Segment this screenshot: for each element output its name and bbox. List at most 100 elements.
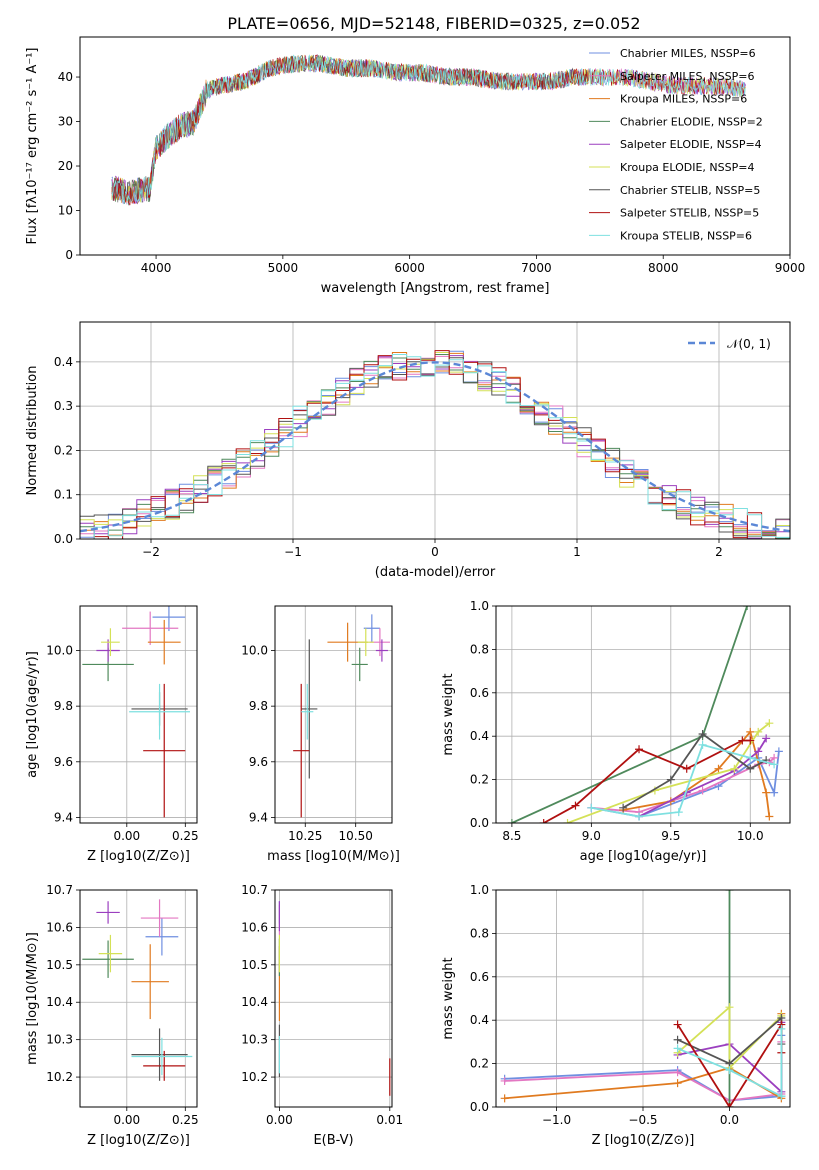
spectrum-ytick-label: 20 xyxy=(58,159,73,173)
histogram-series xyxy=(80,354,790,539)
weight-vs-Z-ylabel: mass weight xyxy=(441,957,456,1039)
age-vs-mass-ytick-label: 10.0 xyxy=(241,644,268,658)
weight-vs-Z-xlabel: Z [log10(Z/Z⊙)] xyxy=(592,1133,695,1148)
spectrum-xlabel: wavelength [Angstrom, rest frame] xyxy=(321,281,550,296)
weight-line xyxy=(677,1005,783,1071)
weight-point xyxy=(714,764,723,773)
weight-vs-age-frame xyxy=(495,605,791,824)
age-vs-mass-ytick-label: 9.4 xyxy=(249,810,268,824)
weight-point xyxy=(673,1068,682,1077)
weight-vs-age-ytick-label: 0.2 xyxy=(470,773,489,787)
weight-line xyxy=(511,606,748,823)
spectrum-xtick-label: 9000 xyxy=(775,261,806,275)
weight-vs-Z-ytick-label: 0.8 xyxy=(470,926,489,940)
legend-label: Chabrier MILES, NSSP=6 xyxy=(620,47,756,60)
age-vs-Z-frame xyxy=(79,605,198,824)
legend-label: 𝒩(0, 1) xyxy=(727,337,771,351)
legend-label: Salpeter STELIB, NSSP=5 xyxy=(620,207,759,220)
age-vs-Z-ytick-label: 9.4 xyxy=(54,810,73,824)
age-vs-mass-xtick-label: 10.25 xyxy=(288,829,322,843)
weight-point xyxy=(746,727,755,736)
mass-vs-ebv-marks xyxy=(278,901,391,1096)
age-vs-Z-xlabel: Z [log10(Z/Z⊙)] xyxy=(87,849,190,864)
weight-point xyxy=(725,890,734,894)
residuals-xtick-label: 1 xyxy=(573,545,581,559)
age-vs-mass-frame xyxy=(274,605,393,824)
histogram-series xyxy=(80,350,790,539)
spectrum-marks xyxy=(111,53,746,206)
legend-label: Salpeter MILES, NSSP=6 xyxy=(620,70,754,83)
mass-vs-ebv-ytick-label: 10.5 xyxy=(241,958,268,972)
age-vs-mass-ytick-label: 9.6 xyxy=(249,755,268,769)
spectrum-line xyxy=(111,54,746,205)
weight-point xyxy=(673,1044,682,1053)
weight-point xyxy=(587,803,596,812)
spectrum-xtick-label: 7000 xyxy=(521,261,552,275)
residuals-xtick-label: −1 xyxy=(284,545,302,559)
weight-vs-age-ytick-label: 0.4 xyxy=(470,729,489,743)
weight-point xyxy=(674,808,683,817)
spectrum-xtick-label: 6000 xyxy=(394,261,425,275)
mass-vs-Z-ylabel: mass [log10(M/M⊙)] xyxy=(25,932,40,1065)
weight-point xyxy=(725,1066,734,1075)
weight-point xyxy=(746,764,755,773)
weight-point xyxy=(673,1035,682,1044)
weight-vs-Z-ytick-label: 0.0 xyxy=(470,1100,489,1114)
weight-line xyxy=(591,757,775,814)
spectrum-ytick-label: 10 xyxy=(58,204,73,218)
age-vs-Z-marks xyxy=(82,606,190,818)
mass-vs-Z-ytick-label: 10.2 xyxy=(46,1070,73,1084)
weight-vs-age-ytick-label: 0.6 xyxy=(470,686,489,700)
spectrum-xtick-label: 5000 xyxy=(268,261,299,275)
mass-vs-ebv-xtick-label: 0.00 xyxy=(266,1113,293,1127)
residuals-xtick-label: 0 xyxy=(431,545,439,559)
legend-label: Kroupa ELODIE, NSSP=4 xyxy=(620,161,754,174)
mass-vs-ebv-frame xyxy=(274,889,393,1108)
weight-vs-Z-ytick-label: 0.6 xyxy=(470,970,489,984)
spectrum-ytick-label: 30 xyxy=(58,115,73,129)
weight-point xyxy=(762,734,771,743)
weight-line xyxy=(591,743,775,818)
mass-vs-ebv-ytick-label: 10.7 xyxy=(241,883,268,897)
spectrum-frame xyxy=(79,36,791,256)
residuals-frame xyxy=(79,321,791,540)
weight-point xyxy=(743,606,752,610)
weight-point xyxy=(698,730,707,739)
legend-label: Chabrier ELODIE, NSSP=2 xyxy=(620,115,763,128)
mass-vs-Z-xtick-label: 0.00 xyxy=(113,1113,140,1127)
weight-vs-Z-xtick-label: −1.0 xyxy=(542,1113,571,1127)
mass-vs-Z-xlabel: Z [log10(Z/Z⊙)] xyxy=(87,1133,190,1148)
residuals-xtick-label: 2 xyxy=(715,545,723,559)
residuals-ytick-label: 0.3 xyxy=(54,399,73,413)
weight-point xyxy=(682,764,691,773)
mass-vs-ebv-xtick-label: 0.01 xyxy=(376,1113,403,1127)
legend-label: Kroupa MILES, NSSP=6 xyxy=(620,93,747,106)
weight-vs-Z-marks xyxy=(500,890,786,1107)
weight-point xyxy=(500,1076,509,1085)
weight-point xyxy=(507,819,516,823)
residuals-xlabel: (data-model)/error xyxy=(375,565,496,580)
weight-point xyxy=(619,803,628,812)
weight-vs-age-ytick-label: 1.0 xyxy=(470,599,489,613)
residuals-xtick-label: −2 xyxy=(142,545,160,559)
age-vs-mass-xlabel: mass [log10(M/M⊙)] xyxy=(267,849,400,864)
age-vs-Z-ylabel: age [log10(age/yr)] xyxy=(25,651,40,778)
figure-title: PLATE=0656, MJD=52148, FIBERID=0325, z=0… xyxy=(227,14,640,33)
weight-point xyxy=(746,736,755,745)
weight-point xyxy=(635,745,644,754)
age-vs-Z-ytick-label: 9.8 xyxy=(54,699,73,713)
residuals-ytick-label: 0.2 xyxy=(54,443,73,457)
weight-point xyxy=(635,812,644,821)
weight-point xyxy=(673,1020,682,1029)
spectrum-ytick-label: 0 xyxy=(65,248,73,262)
age-vs-Z-ytick-label: 9.6 xyxy=(54,755,73,769)
weight-point xyxy=(666,775,675,784)
weight-point xyxy=(730,764,739,773)
weight-point xyxy=(765,812,774,821)
age-vs-mass-xtick-label: 10.50 xyxy=(339,829,373,843)
mass-vs-ebv-ytick-label: 10.3 xyxy=(241,1033,268,1047)
weight-point xyxy=(725,1003,734,1012)
spectrum-xtick-label: 8000 xyxy=(648,261,679,275)
spectrum-xtick-label: 4000 xyxy=(141,261,172,275)
